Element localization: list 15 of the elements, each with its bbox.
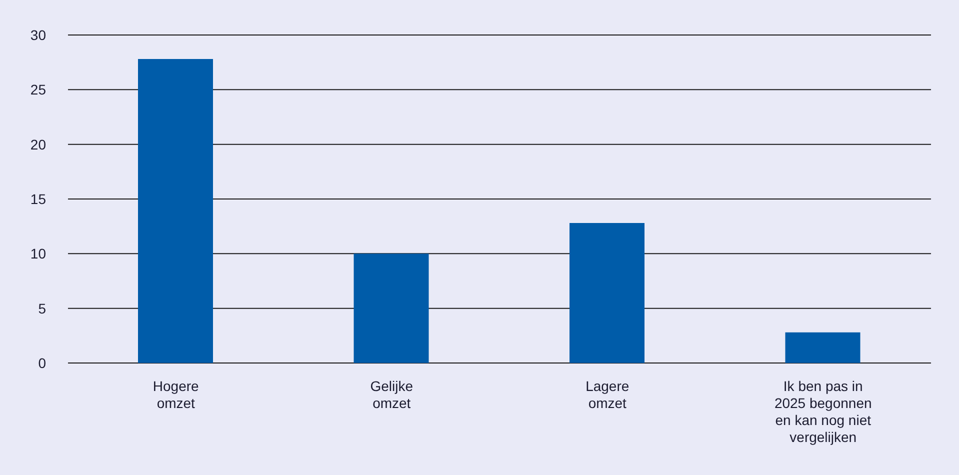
bar bbox=[570, 223, 644, 363]
x-tick-label: Hogere omzet bbox=[152, 378, 200, 411]
x-tick-label: Lagere omzet bbox=[586, 378, 630, 411]
y-tick-label: 25 bbox=[30, 82, 46, 98]
bar bbox=[785, 332, 860, 363]
x-tick-label: Gelijke omzet bbox=[370, 378, 414, 411]
y-tick-label: 20 bbox=[30, 136, 46, 152]
bar bbox=[138, 59, 213, 363]
bar bbox=[354, 254, 429, 363]
y-tick-label: 30 bbox=[30, 26, 46, 43]
x-tick-label: Ik ben pas in 2025 begonnen en kan nog niet vergelijken bbox=[774, 378, 872, 445]
y-tick-label: 5 bbox=[38, 300, 46, 316]
y-tick-label: 15 bbox=[30, 190, 46, 207]
y-tick-label: 10 bbox=[30, 246, 46, 262]
y-tick-label: 0 bbox=[38, 354, 46, 371]
